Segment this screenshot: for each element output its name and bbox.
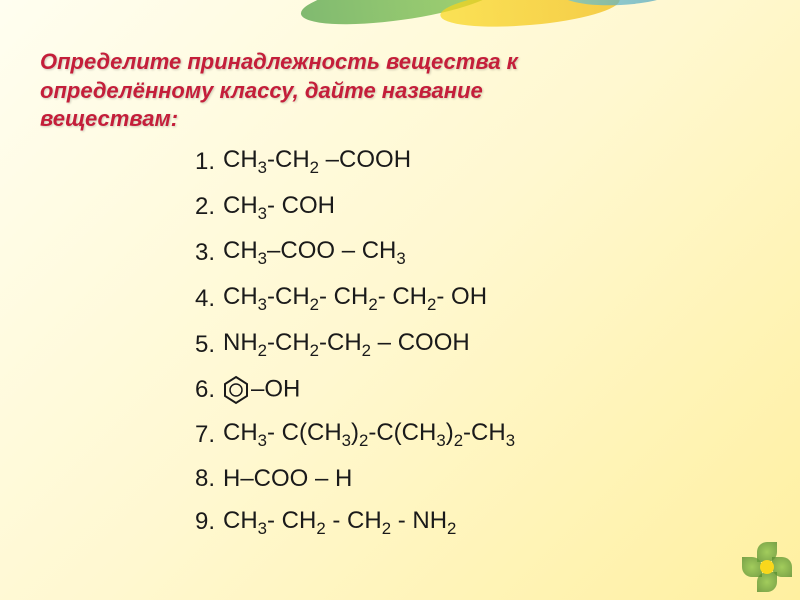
- formula-1: CH3-CH2 –COOH: [223, 146, 411, 178]
- benzene-ring-icon: [223, 375, 249, 405]
- formula-7: CH3- C(CH3)2-C(CH3)2-CH3: [223, 419, 515, 451]
- formula-8: H–COO – H: [223, 465, 352, 493]
- item-number: 1.: [185, 148, 215, 176]
- list-item: 4. CH3-CH2- CH2- CH2- OH: [185, 283, 760, 315]
- item-number: 8.: [185, 465, 215, 493]
- flower-petal: [742, 557, 762, 577]
- formula-4: CH3-CH2- CH2- CH2- OH: [223, 283, 487, 315]
- item-number: 9.: [185, 508, 215, 536]
- list-item: 2. CH3- COH: [185, 192, 760, 224]
- item-number: 4.: [185, 285, 215, 313]
- slide-content: Определите принадлежность вещества к опр…: [0, 0, 800, 572]
- formula-9: CH3- CH2 - CH2 - NH2: [223, 507, 456, 539]
- item-number: 3.: [185, 239, 215, 267]
- formula-3: CH3–COO – CH3: [223, 237, 406, 269]
- list-item: 6. –OH: [185, 375, 760, 405]
- formula-5: NH2-CH2-CH2 – COOH: [223, 329, 470, 361]
- list-item: 9. CH3- CH2 - CH2 - NH2: [185, 507, 760, 539]
- item-number: 6.: [185, 376, 215, 404]
- slide-title: Определите принадлежность вещества к опр…: [40, 48, 760, 134]
- title-line-2: определённому классу, дайте название: [40, 77, 760, 106]
- item-number: 2.: [185, 193, 215, 221]
- flower-center: [760, 560, 774, 574]
- list-item: 7. CH3- C(CH3)2-C(CH3)2-CH3: [185, 419, 760, 451]
- formula-6: –OH: [223, 375, 300, 405]
- formula-list: 1. CH3-CH2 –COOH 2. CH3- COH 3. CH3–COO …: [40, 146, 760, 539]
- list-item: 1. CH3-CH2 –COOH: [185, 146, 760, 178]
- title-line-1: Определите принадлежность вещества к: [40, 49, 518, 74]
- list-item: 8. H–COO – H: [185, 465, 760, 493]
- formula-2: CH3- COH: [223, 192, 335, 224]
- item-number: 7.: [185, 421, 215, 449]
- top-decoration: [300, 0, 700, 50]
- list-item: 5. NH2-CH2-CH2 – COOH: [185, 329, 760, 361]
- item-number: 5.: [185, 331, 215, 359]
- corner-flower-icon: [742, 542, 792, 592]
- list-item: 3. CH3–COO – CH3: [185, 237, 760, 269]
- title-line-3: веществам:: [40, 105, 760, 134]
